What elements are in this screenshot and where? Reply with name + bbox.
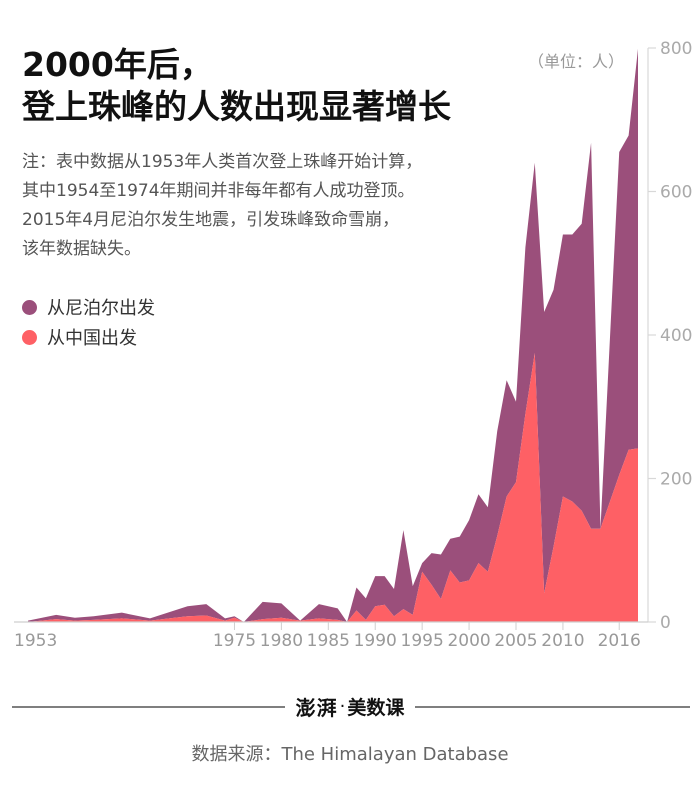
legend-label-nepal: 从尼泊尔出发 <box>47 298 155 319</box>
legend-label-china: 从中国出发 <box>47 328 137 349</box>
x-tick-label: 2005 <box>494 631 537 651</box>
area-series-nepal <box>28 48 638 622</box>
logo-mark: 澎湃 <box>295 695 338 720</box>
y-tick-label: 200 <box>660 470 692 490</box>
y-tick-label: 0 <box>660 613 671 633</box>
note-line: 其中1954至1974年期间并非每年都有人成功登顶。 <box>22 181 415 201</box>
x-tick-label: 1990 <box>354 631 397 651</box>
x-tick-label: 1995 <box>401 631 444 651</box>
note-line: 2015年4月尼泊尔发生地震，引发珠峰致命雪崩， <box>22 210 400 230</box>
title-line-1: 2000年后， <box>22 45 213 84</box>
x-tick-label: 2000 <box>447 631 490 651</box>
x-tick-label: 2016 <box>598 631 641 651</box>
legend-item-china: 从中国出发 <box>22 322 155 352</box>
legend-swatch-nepal <box>22 299 37 315</box>
x-tick-label: 1953 <box>14 631 57 651</box>
note-line: 该年数据缺失。 <box>22 239 141 259</box>
area-series-china <box>28 352 638 622</box>
x-tick-label: 2010 <box>541 631 584 651</box>
data-source: 数据来源：The Himalayan Database <box>191 744 509 765</box>
chart-areas <box>28 48 638 622</box>
logo-name: 美数课 <box>347 696 405 719</box>
y-tick-label: 400 <box>660 326 692 346</box>
x-tick-label: 1985 <box>307 631 350 651</box>
chart-title: 2000年后， 登上珠峰的人数出现显著增长 <box>22 44 582 128</box>
unit-label: （单位：人） <box>528 52 625 71</box>
note-line: 注：表中数据从1953年人类首次登上珠峰开始计算， <box>22 152 423 172</box>
chart-note: 注：表中数据从1953年人类首次登上珠峰开始计算， 其中1954至1974年期间… <box>22 148 522 264</box>
y-tick-label: 800 <box>660 39 692 59</box>
chart-legend: 从尼泊尔出发 从中国出发 <box>22 292 155 352</box>
x-tick-label: 1980 <box>260 631 303 651</box>
logo-separator: · <box>339 695 346 717</box>
legend-item-nepal: 从尼泊尔出发 <box>22 292 155 322</box>
y-tick-label: 600 <box>660 183 692 203</box>
brand-logo: 澎湃 · 美数课 <box>285 688 415 724</box>
legend-swatch-china <box>22 329 37 345</box>
x-tick-label: 1975 <box>213 631 256 651</box>
title-line-2: 登上珠峰的人数出现显著增长 <box>22 87 451 126</box>
